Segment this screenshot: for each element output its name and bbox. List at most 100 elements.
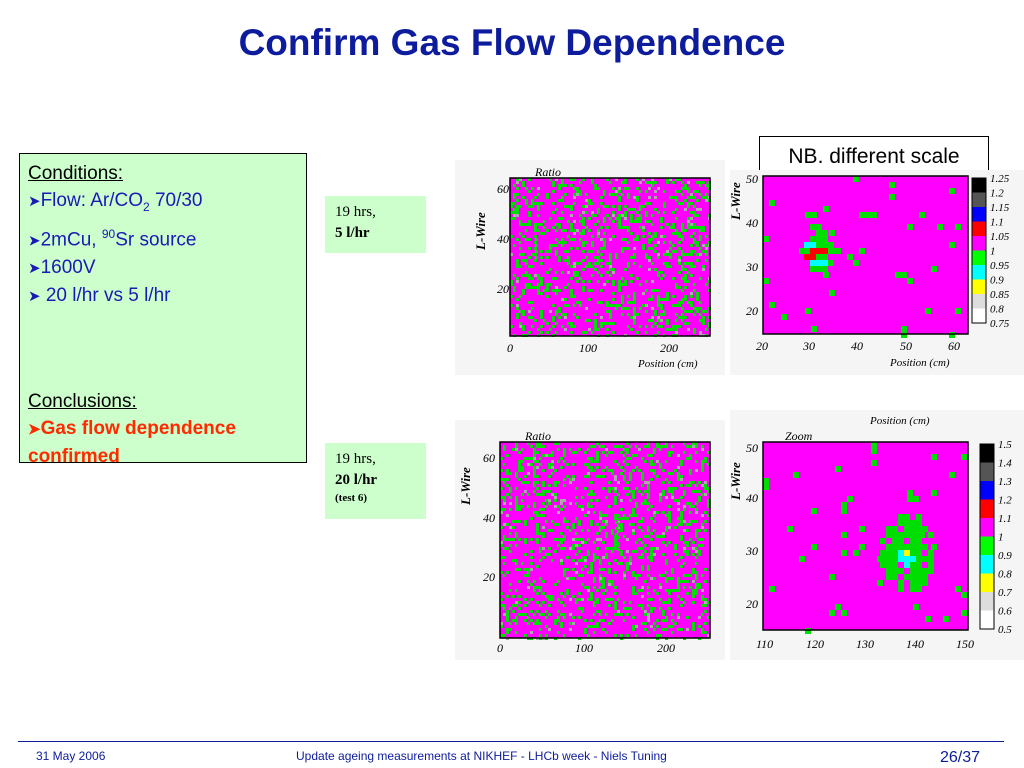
- heatmap-cell: [563, 535, 566, 538]
- heatmap-cell: [537, 289, 540, 292]
- hotspot-cell: [617, 524, 620, 527]
- scale-swatch: [980, 518, 994, 537]
- hotspot-cell: [892, 562, 898, 568]
- heatmap-cell: [548, 454, 551, 457]
- heatmap-cell: [548, 628, 551, 631]
- heatmap-cell: [551, 460, 554, 463]
- scale-label: 0.8: [990, 304, 1004, 316]
- heatmap-cell: [675, 199, 678, 202]
- heatmap-cell: [602, 556, 605, 559]
- heatmap-cell: [681, 187, 684, 190]
- heatmap-cell: [584, 514, 587, 517]
- heatmap-cell: [707, 505, 710, 508]
- heatmap-cell: [513, 202, 516, 205]
- heatmap-cell: [609, 316, 612, 319]
- heatmap-cell: [573, 325, 576, 328]
- heatmap-cell: [519, 241, 522, 244]
- heatmap-cell: [539, 577, 542, 580]
- heatmap-cell: [516, 205, 519, 208]
- heatmap-cell: [597, 280, 600, 283]
- heatmap-cell: [596, 499, 599, 502]
- heatmap-cell: [539, 586, 542, 589]
- heatmap-cell: [684, 199, 687, 202]
- hotspot-cell: [898, 568, 904, 574]
- heatmap-cell: [527, 568, 530, 571]
- heatmap-cell: [660, 307, 663, 310]
- heatmap-cell: [687, 310, 690, 313]
- heatmap-cell: [675, 232, 678, 235]
- heatmap-cell: [597, 235, 600, 238]
- hotspot-cell: [886, 532, 892, 538]
- heatmap-cell: [539, 508, 542, 511]
- heatmap-cell: [539, 457, 542, 460]
- heatmap-cell: [707, 601, 710, 604]
- hotspot-cell: [810, 260, 816, 266]
- heatmap-cell: [584, 619, 587, 622]
- heatmap-cell: [534, 319, 537, 322]
- heatmap-cell: [611, 547, 614, 550]
- hotspot-cell: [904, 532, 910, 538]
- heatmap-cell: [602, 583, 605, 586]
- heatmap-cell: [769, 586, 775, 592]
- heatmap-cell: [681, 313, 684, 316]
- heatmap-cell: [570, 178, 573, 181]
- heatmap-cell: [527, 580, 530, 583]
- heatmap-cell: [662, 610, 665, 613]
- heatmap-cell: [515, 508, 518, 511]
- heatmap-cell: [614, 478, 617, 481]
- heatmap-cell: [587, 472, 590, 475]
- heatmap-cell: [561, 325, 564, 328]
- heatmap-cell: [630, 328, 633, 331]
- heatmap-cell: [560, 457, 563, 460]
- scale-swatch: [972, 308, 986, 323]
- heatmap-cell: [690, 295, 693, 298]
- hotspot-cell: [810, 266, 816, 272]
- heatmap-cell: [608, 451, 611, 454]
- heatmap-cell: [654, 244, 657, 247]
- heatmap-cell: [684, 253, 687, 256]
- heatmap-cell: [662, 490, 665, 493]
- heatmap-cell: [699, 229, 702, 232]
- heatmap-cell: [659, 607, 662, 610]
- heatmap-cell: [907, 278, 913, 284]
- heatmap-cell: [551, 559, 554, 562]
- heatmap-cell: [582, 259, 585, 262]
- heatmap-cell: [584, 463, 587, 466]
- heatmap-cell: [536, 460, 539, 463]
- heatmap-cell: [693, 250, 696, 253]
- hotspot-cell: [910, 580, 916, 586]
- heatmap-cell: [572, 559, 575, 562]
- scale-swatch: [980, 481, 994, 500]
- heatmap-cell: [641, 622, 644, 625]
- heatmap-cell: [677, 517, 680, 520]
- heatmap-cell: [651, 307, 654, 310]
- heatmap-cell: [638, 604, 641, 607]
- heatmap-cell: [705, 253, 708, 256]
- heatmap-cell: [680, 565, 683, 568]
- heatmap-cell: [614, 502, 617, 505]
- heatmap-cell: [671, 451, 674, 454]
- heatmap-cell: [680, 478, 683, 481]
- hotspot-cell: [916, 514, 922, 520]
- heatmap-cell: [705, 259, 708, 262]
- heatmap-cell: [588, 229, 591, 232]
- heatmap-cell: [597, 271, 600, 274]
- heatmap-cell: [686, 523, 689, 526]
- heatmap-cell: [606, 178, 609, 181]
- heatmap-cell: [683, 490, 686, 493]
- heatmap-cell: [596, 538, 599, 541]
- heatmap-cell: [659, 463, 662, 466]
- heatmap-cell: [621, 295, 624, 298]
- heatmap-cell: [594, 268, 597, 271]
- heatmap-cell: [561, 238, 564, 241]
- heatmap-cell: [515, 622, 518, 625]
- heatmap-cell: [563, 538, 566, 541]
- heatmap-cell: [537, 193, 540, 196]
- heatmap-cell: [600, 247, 603, 250]
- heatmap-cell: [555, 253, 558, 256]
- heatmap-cell: [660, 217, 663, 220]
- heatmap-cell: [512, 448, 515, 451]
- xtick: 200: [657, 641, 675, 655]
- heatmap-cell: [639, 205, 642, 208]
- heatmap-cell: [564, 316, 567, 319]
